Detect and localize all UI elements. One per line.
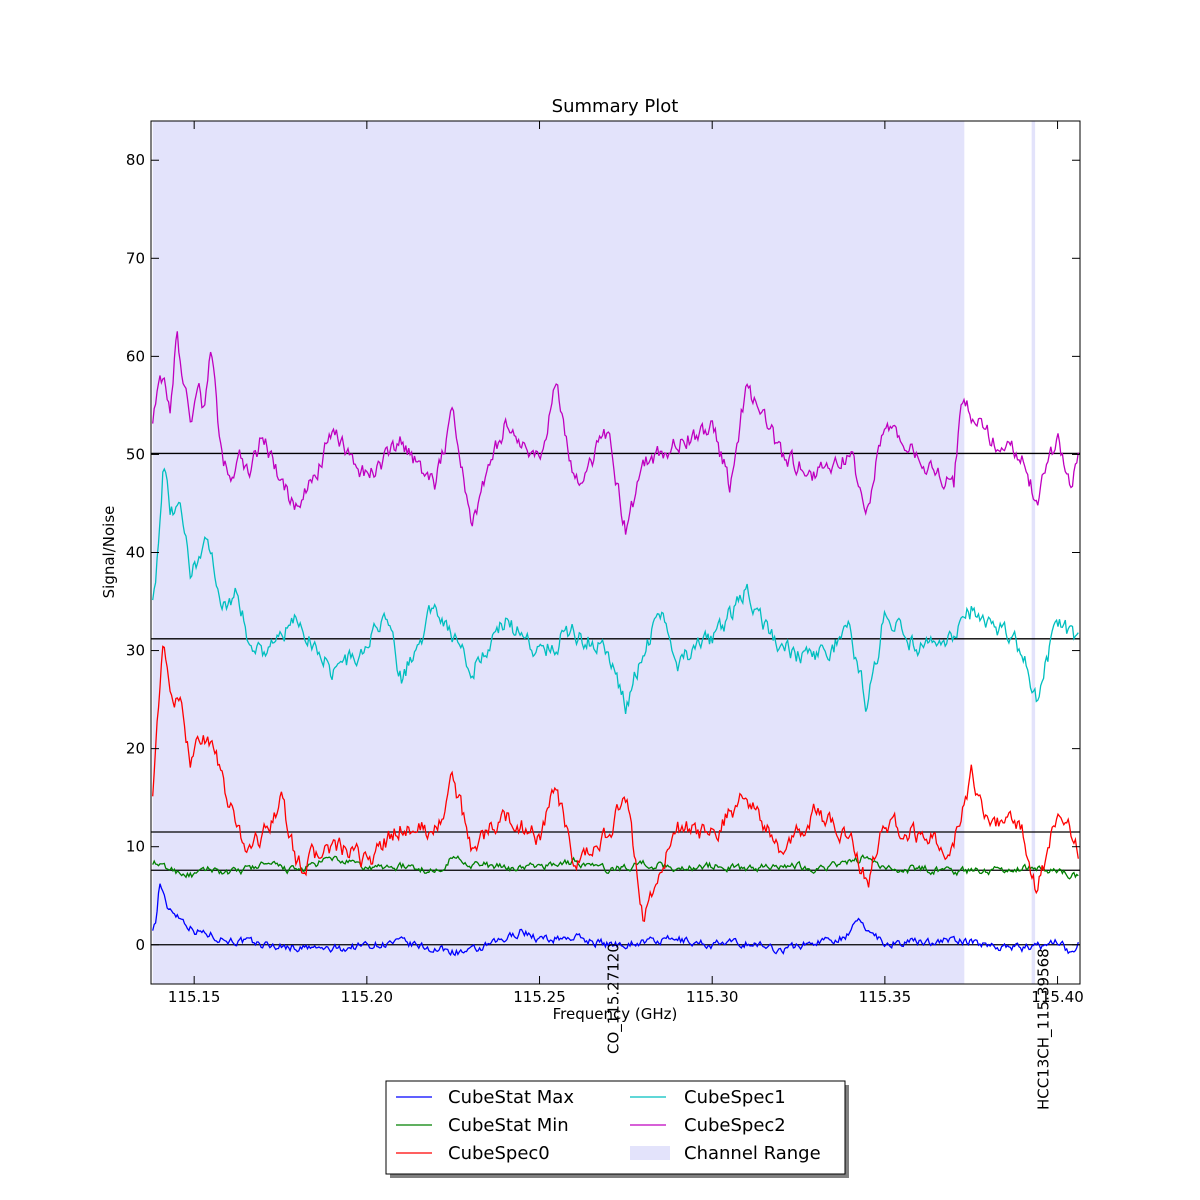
x-tick-label: 115.20 bbox=[341, 988, 394, 1006]
x-tick-label: 115.30 bbox=[686, 988, 739, 1006]
y-tick-label: 20 bbox=[126, 740, 145, 758]
legend-label: CubeSpec1 bbox=[684, 1087, 786, 1108]
y-axis-ticks: 0 10 20 30 40 50 60 70 80 bbox=[126, 151, 1080, 954]
x-axis-label: Frequency (GHz) bbox=[553, 1005, 678, 1023]
y-tick-label: 0 bbox=[135, 936, 145, 954]
channel-range-band-0 bbox=[152, 121, 965, 984]
channel-range-band-1 bbox=[1031, 121, 1036, 984]
chart-title: Summary Plot bbox=[552, 96, 679, 117]
y-axis-label: Signal/Noise bbox=[100, 506, 118, 599]
legend-label: CubeSpec2 bbox=[684, 1115, 786, 1136]
x-tick-label: 115.25 bbox=[513, 988, 566, 1006]
grid-lines bbox=[151, 452, 1080, 946]
line-marker-label: HCC13CH_115.39568 bbox=[1034, 948, 1053, 1110]
y-tick-label: 50 bbox=[126, 445, 145, 463]
legend-label: CubeStat Max bbox=[448, 1087, 574, 1108]
y-tick-label: 10 bbox=[126, 838, 145, 856]
legend-label: CubeSpec0 bbox=[448, 1143, 550, 1164]
series-line-cubespec1 bbox=[152, 467, 1079, 714]
line-markers: CO_115.27120 HCC13CH_115.39568 bbox=[605, 943, 1054, 1110]
series-layer bbox=[152, 331, 1079, 957]
y-tick-label: 40 bbox=[126, 544, 145, 562]
channel-range-bands bbox=[152, 121, 1036, 984]
x-tick-label: 115.15 bbox=[168, 988, 221, 1006]
line-marker-label: CO_115.27120 bbox=[605, 943, 624, 1054]
y-tick-label: 30 bbox=[126, 642, 145, 660]
series-line-cubespec0 bbox=[152, 645, 1079, 923]
x-axis-ticks: 115.15 115.20 115.25 115.30 115.35 115.40 bbox=[168, 121, 1084, 1006]
legend-label: CubeStat Min bbox=[448, 1115, 569, 1136]
y-tick-label: 60 bbox=[126, 347, 145, 365]
series-line-cubestat-max bbox=[152, 883, 1079, 957]
y-tick-label: 80 bbox=[126, 151, 145, 169]
legend: CubeStat Max CubeStat Min CubeSpec0 CubeSpe… bbox=[385, 1080, 849, 1178]
legend-box bbox=[385, 1080, 846, 1175]
y-tick-label: 70 bbox=[126, 249, 145, 267]
x-tick-label: 115.35 bbox=[859, 988, 912, 1006]
x-tick-label: 115.40 bbox=[1031, 988, 1084, 1006]
legend-swatch-channel-range bbox=[630, 1146, 670, 1160]
series-line-cubespec2 bbox=[152, 331, 1079, 535]
legend-label: Channel Range bbox=[684, 1143, 821, 1164]
